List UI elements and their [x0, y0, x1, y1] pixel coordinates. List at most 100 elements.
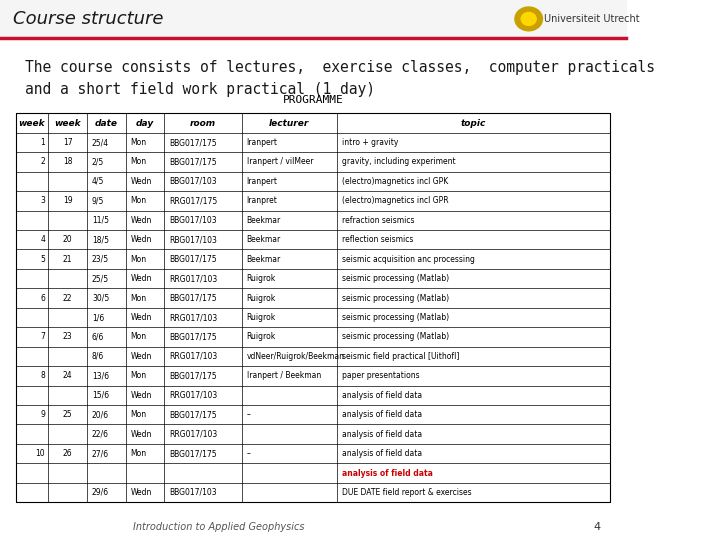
- Text: analysis of field data: analysis of field data: [341, 430, 422, 438]
- Text: Wedn: Wedn: [130, 216, 152, 225]
- Text: Ruigrok: Ruigrok: [246, 274, 276, 283]
- Text: BBG017/175: BBG017/175: [169, 449, 217, 458]
- Text: vdNeer/Ruigrok/Beekman: vdNeer/Ruigrok/Beekman: [246, 352, 344, 361]
- Text: 1: 1: [40, 138, 45, 147]
- Text: 2: 2: [40, 158, 45, 166]
- Text: reflection seismics: reflection seismics: [341, 235, 413, 244]
- Text: 23: 23: [63, 333, 73, 341]
- Text: RRG017/103: RRG017/103: [169, 430, 217, 438]
- Text: Mon: Mon: [130, 294, 147, 302]
- Text: Course structure: Course structure: [12, 10, 163, 28]
- Bar: [0, 0, 626, 38]
- Text: 17: 17: [63, 138, 73, 147]
- Text: analysis of field data: analysis of field data: [341, 469, 433, 477]
- Text: Wedn: Wedn: [130, 488, 152, 497]
- Text: seismic field practical [Uithofl]: seismic field practical [Uithofl]: [341, 352, 459, 361]
- Text: DUE DATE field report & exercises: DUE DATE field report & exercises: [341, 488, 472, 497]
- Text: seismic processing (Matlab): seismic processing (Matlab): [341, 313, 449, 322]
- Text: 10: 10: [35, 449, 45, 458]
- Text: 6: 6: [40, 294, 45, 302]
- Text: analysis of field data: analysis of field data: [341, 410, 422, 419]
- Text: 4: 4: [593, 522, 600, 531]
- Text: Introduction to Applied Geophysics: Introduction to Applied Geophysics: [133, 522, 305, 531]
- Text: Ruigrok: Ruigrok: [246, 313, 276, 322]
- Text: seismic processing (Matlab): seismic processing (Matlab): [341, 294, 449, 302]
- Text: PROGRAMME: PROGRAMME: [282, 95, 343, 105]
- Text: 9: 9: [40, 410, 45, 419]
- Text: BBG017/175: BBG017/175: [169, 372, 217, 380]
- Text: Wedn: Wedn: [130, 313, 152, 322]
- Text: analysis of field data: analysis of field data: [341, 449, 422, 458]
- Text: BBG017/175: BBG017/175: [169, 138, 217, 147]
- Text: 6/6: 6/6: [92, 333, 104, 341]
- Text: week: week: [19, 119, 45, 127]
- Text: 2/5: 2/5: [92, 158, 104, 166]
- Text: 27/6: 27/6: [92, 449, 109, 458]
- Circle shape: [515, 7, 542, 31]
- Text: Iranpret: Iranpret: [246, 197, 277, 205]
- Text: RRG017/103: RRG017/103: [169, 313, 217, 322]
- Text: Mon: Mon: [130, 158, 147, 166]
- Text: 19: 19: [63, 197, 73, 205]
- Text: BBG017/175: BBG017/175: [169, 294, 217, 302]
- Text: Iranpert: Iranpert: [246, 177, 277, 186]
- Text: Beekmar: Beekmar: [246, 216, 281, 225]
- Text: 23/5: 23/5: [92, 255, 109, 264]
- Text: Ruigrok: Ruigrok: [246, 294, 276, 302]
- Text: (electro)magnetics incl GPR: (electro)magnetics incl GPR: [341, 197, 449, 205]
- Text: 18/5: 18/5: [92, 235, 109, 244]
- Text: gravity, including experiment: gravity, including experiment: [341, 158, 455, 166]
- Bar: [16, 113, 610, 502]
- Text: Mon: Mon: [130, 410, 147, 419]
- Text: 4/5: 4/5: [92, 177, 104, 186]
- Text: 4: 4: [40, 235, 45, 244]
- Text: Mon: Mon: [130, 138, 147, 147]
- Text: Wedn: Wedn: [130, 391, 152, 400]
- Text: 29/6: 29/6: [92, 488, 109, 497]
- Text: 21: 21: [63, 255, 73, 264]
- Text: RRG017/103: RRG017/103: [169, 274, 217, 283]
- Text: 8: 8: [40, 372, 45, 380]
- Text: BBG017/103: BBG017/103: [169, 177, 217, 186]
- Text: Mon: Mon: [130, 372, 147, 380]
- Text: intro + gravity: intro + gravity: [341, 138, 398, 147]
- Text: Iranpert / vilMeer: Iranpert / vilMeer: [246, 158, 313, 166]
- Text: Mon: Mon: [130, 255, 147, 264]
- Text: 1/6: 1/6: [92, 313, 104, 322]
- Text: BBG017/175: BBG017/175: [169, 333, 217, 341]
- Text: 25/4: 25/4: [92, 138, 109, 147]
- Text: seismic processing (Matlab): seismic processing (Matlab): [341, 333, 449, 341]
- Circle shape: [521, 12, 536, 25]
- Text: Mon: Mon: [130, 197, 147, 205]
- Text: topic: topic: [461, 119, 486, 127]
- Text: day: day: [136, 119, 154, 127]
- Text: and a short field work practical (1 day): and a short field work practical (1 day): [25, 82, 375, 97]
- Text: Beekmar: Beekmar: [246, 255, 281, 264]
- Text: (electro)magnetics incl GPK: (electro)magnetics incl GPK: [341, 177, 448, 186]
- Text: 20/6: 20/6: [92, 410, 109, 419]
- Text: 22/6: 22/6: [92, 430, 109, 438]
- Text: RBG017/103: RBG017/103: [169, 235, 217, 244]
- Text: The course consists of lectures,  exercise classes,  computer practicals: The course consists of lectures, exercis…: [25, 60, 655, 75]
- Text: refraction seismics: refraction seismics: [341, 216, 414, 225]
- Text: 25: 25: [63, 410, 73, 419]
- Text: 3: 3: [40, 197, 45, 205]
- Text: Wedn: Wedn: [130, 274, 152, 283]
- Text: Wedn: Wedn: [130, 430, 152, 438]
- Text: seismic processing (Matlab): seismic processing (Matlab): [341, 274, 449, 283]
- Text: 13/6: 13/6: [92, 372, 109, 380]
- Text: Ruigrok: Ruigrok: [246, 333, 276, 341]
- Text: BBG017/103: BBG017/103: [169, 216, 217, 225]
- Text: room: room: [190, 119, 216, 127]
- Text: 5: 5: [40, 255, 45, 264]
- Text: 8/6: 8/6: [92, 352, 104, 361]
- Text: week: week: [54, 119, 81, 127]
- Text: –: –: [246, 410, 251, 419]
- Text: BBG017/175: BBG017/175: [169, 158, 217, 166]
- Text: RRG017/103: RRG017/103: [169, 352, 217, 361]
- Text: Wedn: Wedn: [130, 177, 152, 186]
- Text: analysis of field data: analysis of field data: [341, 391, 422, 400]
- Text: Iranpert / Beekman: Iranpert / Beekman: [246, 372, 321, 380]
- Text: Mon: Mon: [130, 449, 147, 458]
- Text: 26: 26: [63, 449, 73, 458]
